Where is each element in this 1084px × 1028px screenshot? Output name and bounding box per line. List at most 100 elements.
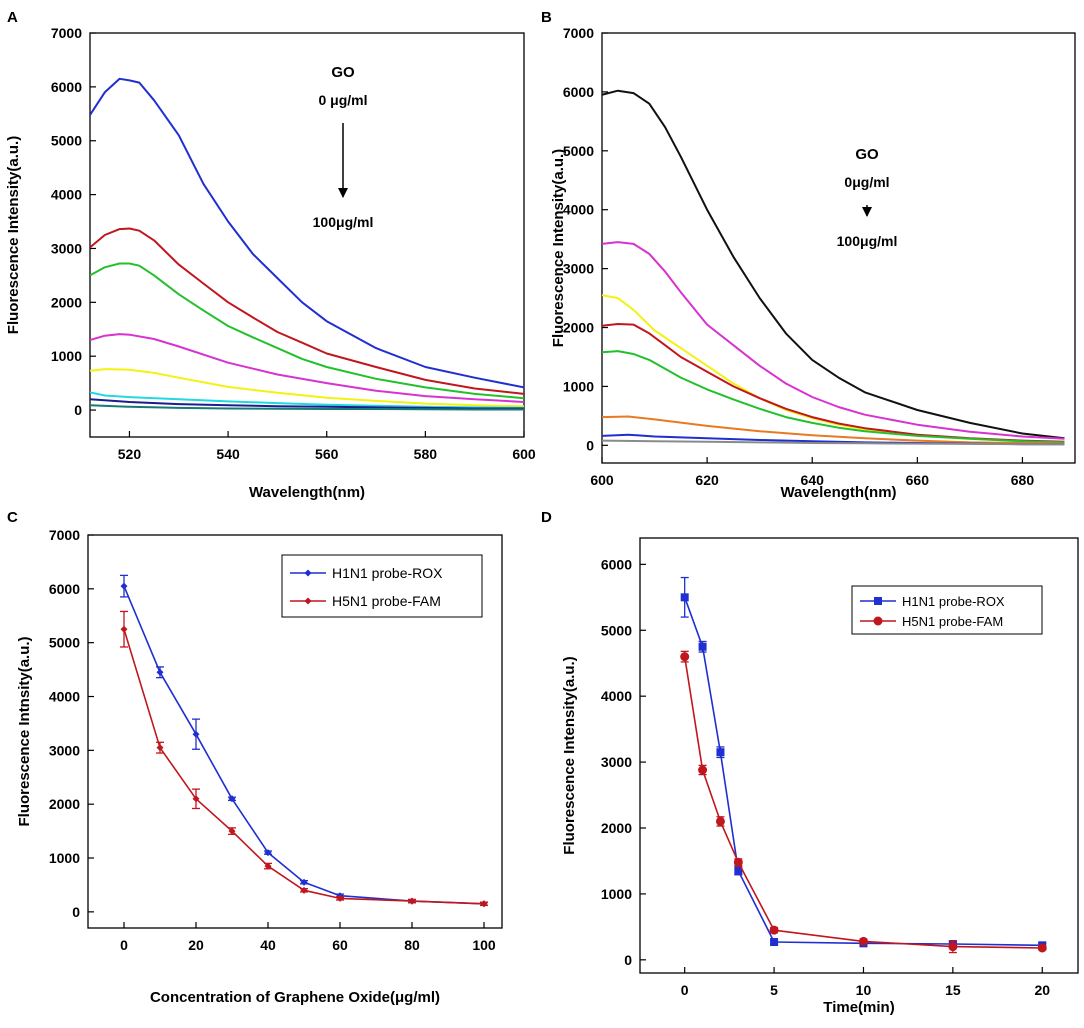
- legend-box: [281, 554, 483, 618]
- y-tick-label: 7000: [49, 527, 80, 543]
- y-tick-label: 4000: [601, 688, 632, 704]
- x-tick-label: 80: [404, 937, 420, 953]
- series-line-h5n1-probe-fam: [123, 628, 485, 905]
- panel-b: B 0 1000 2000 3000 4000 5000 6000 7000 600 620 640 6…: [541, 9, 1076, 501]
- data-point: [480, 900, 488, 908]
- annotation-title: GO: [855, 146, 879, 163]
- annotation-start: 0μg/ml: [844, 174, 889, 190]
- series-line-h1n1-probe-rox: [123, 585, 485, 905]
- legend-label: H1N1 probe-ROX: [902, 594, 1005, 609]
- x-axis-label: Wavelength(nm): [780, 484, 896, 501]
- legend-box: [851, 585, 1043, 635]
- data-point: [680, 652, 690, 662]
- legend-label: H1N1 probe-ROX: [332, 565, 443, 581]
- annotation-title: GO: [331, 64, 355, 81]
- data-point: [408, 897, 416, 905]
- y-tick-label: 0: [624, 952, 632, 968]
- annotation-start: 0 μg/ml: [318, 92, 367, 108]
- series-line-c3: [90, 262, 524, 400]
- series-group: [120, 574, 488, 908]
- x-tick-label: 60: [332, 937, 348, 953]
- legend-marker: [304, 569, 312, 577]
- x-tick-label: 0: [120, 937, 128, 953]
- y-tick-label: 4000: [49, 689, 80, 705]
- y-tick-label: 1000: [563, 378, 594, 394]
- y-tick-label: 3000: [51, 240, 82, 256]
- x-tick-label: 40: [260, 937, 276, 953]
- data-point: [769, 925, 779, 935]
- panel-d: D 0 1000 2000 3000 4000 5000 6000 0 5 10 15 20 Time(m…: [541, 509, 1079, 1016]
- y-tick-label: 5000: [601, 622, 632, 638]
- data-point: [156, 744, 164, 752]
- x-tick-label: 100: [472, 937, 496, 953]
- data-point: [698, 642, 707, 651]
- data-point: [192, 730, 200, 738]
- data-point: [156, 668, 164, 676]
- legend: H1N1 probe-ROX H5N1 probe-FAM: [851, 585, 1043, 635]
- series-line-c1: [90, 77, 524, 389]
- data-point: [120, 582, 128, 590]
- annotation-end: 100μg/ml: [837, 233, 898, 249]
- series-line-c7: [90, 398, 524, 410]
- legend-marker: [873, 616, 883, 626]
- y-axis-label: Fluorescence Intensity(a.u.): [5, 136, 22, 334]
- y-tick-label: 3000: [49, 742, 80, 758]
- series-line-c2: [90, 227, 524, 395]
- series-group: [602, 89, 1065, 446]
- series-line-c8: [90, 404, 524, 411]
- data-point: [228, 827, 236, 835]
- annotation-end: 100μg/ml: [313, 214, 374, 230]
- data-point: [948, 942, 958, 952]
- x-tick-label: 600: [512, 446, 536, 462]
- y-tick-label: 0: [72, 904, 80, 920]
- x-tick-label: 5: [770, 982, 778, 998]
- data-point: [715, 816, 725, 826]
- y-tick-label: 3000: [601, 754, 632, 770]
- series-line-h5n1-probe-fam: [683, 656, 1043, 949]
- data-point: [300, 878, 308, 886]
- data-point: [716, 748, 725, 757]
- panel-letter: D: [541, 509, 552, 526]
- panel-letter: A: [7, 9, 18, 26]
- y-tick-label: 2000: [601, 820, 632, 836]
- plot-frame: [87, 534, 503, 929]
- y-tick-label: 6000: [49, 581, 80, 597]
- y-tick-label: 4000: [51, 187, 82, 203]
- data-point: [336, 894, 344, 902]
- plot-frame: [639, 537, 1079, 974]
- y-axis-label: Fluorescence Intnsity(a.u.): [16, 636, 33, 826]
- x-tick-label: 20: [188, 937, 204, 953]
- series-group: [680, 576, 1047, 954]
- series-group: [90, 77, 524, 411]
- x-tick-label: 660: [906, 472, 930, 488]
- x-tick-label: 520: [118, 446, 142, 462]
- arrow-head-icon: [338, 188, 348, 198]
- data-point: [264, 849, 272, 857]
- panel-letter: C: [7, 509, 18, 526]
- series-line-c1: [602, 89, 1065, 440]
- x-tick-label: 600: [590, 472, 614, 488]
- x-tick-label: 580: [414, 446, 438, 462]
- data-point: [228, 795, 236, 803]
- arrow-head-icon: [862, 207, 872, 217]
- legend: H1N1 probe-ROX H5N1 probe-FAM: [281, 554, 483, 618]
- x-tick-label: 560: [315, 446, 339, 462]
- y-tick-label: 1000: [49, 850, 80, 866]
- data-point: [264, 862, 272, 870]
- y-tick-label: 1000: [51, 348, 82, 364]
- y-tick-label: 2000: [51, 294, 82, 310]
- series-line-c2: [602, 241, 1065, 440]
- legend-label: H5N1 probe-FAM: [902, 614, 1003, 629]
- data-point: [680, 593, 689, 602]
- x-tick-label: 20: [1034, 982, 1050, 998]
- x-tick-label: 640: [801, 472, 825, 488]
- data-point: [1037, 943, 1047, 953]
- x-tick-label: 10: [856, 982, 872, 998]
- x-axis-label: Wavelength(nm): [249, 484, 365, 501]
- y-tick-label: 0: [586, 437, 594, 453]
- data-point: [733, 857, 743, 867]
- y-tick-label: 5000: [51, 133, 82, 149]
- data-point: [300, 886, 308, 894]
- y-tick-label: 2000: [563, 320, 594, 336]
